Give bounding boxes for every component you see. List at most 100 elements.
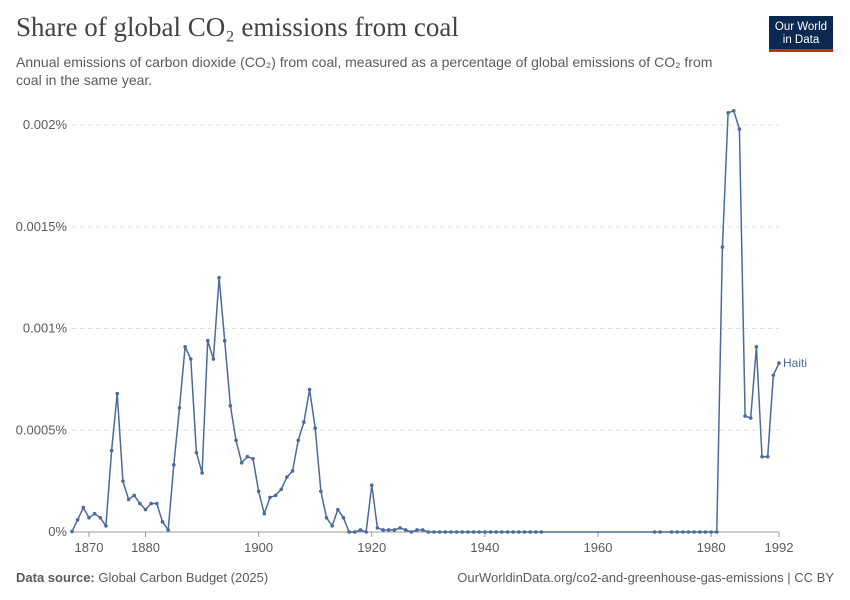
data-point[interactable] xyxy=(149,501,153,506)
data-point[interactable] xyxy=(681,530,685,534)
data-point[interactable] xyxy=(347,530,351,534)
data-point[interactable] xyxy=(138,501,142,506)
data-point[interactable] xyxy=(160,520,165,524)
data-point[interactable] xyxy=(155,501,159,506)
data-point[interactable] xyxy=(104,524,108,528)
data-point[interactable] xyxy=(511,530,515,534)
data-point[interactable] xyxy=(765,454,770,459)
data-point[interactable] xyxy=(505,530,510,534)
data-point[interactable] xyxy=(754,345,759,349)
data-point[interactable] xyxy=(177,406,182,410)
data-point[interactable] xyxy=(375,526,380,530)
data-point[interactable] xyxy=(98,515,103,520)
data-point[interactable] xyxy=(228,404,233,408)
data-point[interactable] xyxy=(698,530,702,534)
data-point[interactable] xyxy=(121,479,125,483)
data-point[interactable] xyxy=(166,528,170,532)
data-point[interactable] xyxy=(528,530,532,534)
data-point[interactable] xyxy=(296,438,301,443)
data-point[interactable] xyxy=(675,530,679,534)
data-point[interactable] xyxy=(307,387,312,392)
data-point[interactable] xyxy=(748,416,753,420)
data-point[interactable] xyxy=(109,448,114,453)
data-point[interactable] xyxy=(703,530,708,534)
data-point[interactable] xyxy=(75,517,80,522)
data-point[interactable] xyxy=(211,357,216,361)
data-point[interactable] xyxy=(658,530,663,534)
data-point[interactable] xyxy=(273,493,278,498)
data-point[interactable] xyxy=(652,530,657,534)
data-point[interactable] xyxy=(81,505,86,510)
series-end-label[interactable]: Haiti xyxy=(783,356,807,370)
data-point[interactable] xyxy=(494,530,499,534)
data-point[interactable] xyxy=(720,245,725,249)
data-point[interactable] xyxy=(454,530,459,534)
data-point[interactable] xyxy=(217,275,221,280)
data-point[interactable] xyxy=(205,338,210,343)
owid-logo[interactable]: Our World in Data xyxy=(769,16,833,52)
data-point[interactable] xyxy=(437,530,442,534)
data-point[interactable] xyxy=(172,463,176,467)
data-point[interactable] xyxy=(731,108,736,113)
data-point[interactable] xyxy=(500,530,504,534)
data-point[interactable] xyxy=(714,530,719,534)
data-point[interactable] xyxy=(183,345,187,349)
data-point[interactable] xyxy=(777,361,781,365)
data-point[interactable] xyxy=(771,373,776,378)
data-point[interactable] xyxy=(522,530,527,534)
data-point[interactable] xyxy=(87,515,91,520)
data-point[interactable] xyxy=(319,489,323,494)
data-point[interactable] xyxy=(285,475,289,479)
data-point[interactable] xyxy=(483,530,487,534)
data-point[interactable] xyxy=(539,530,544,534)
data-point[interactable] xyxy=(726,110,730,115)
data-point[interactable] xyxy=(409,530,414,534)
data-point[interactable] xyxy=(239,461,244,465)
data-point[interactable] xyxy=(381,528,385,532)
data-point[interactable] xyxy=(426,530,431,534)
data-point[interactable] xyxy=(268,495,272,500)
data-point[interactable] xyxy=(443,530,448,534)
data-point[interactable] xyxy=(92,511,97,516)
data-point[interactable] xyxy=(403,528,408,532)
data-point[interactable] xyxy=(358,528,363,532)
data-point[interactable] xyxy=(115,391,120,396)
data-point[interactable] xyxy=(460,530,465,534)
data-point[interactable] xyxy=(302,420,306,424)
data-point[interactable] xyxy=(533,530,538,534)
data-point[interactable] xyxy=(234,438,238,443)
data-point[interactable] xyxy=(466,530,470,534)
data-point[interactable] xyxy=(251,456,255,461)
data-point[interactable] xyxy=(188,357,193,361)
data-point[interactable] xyxy=(336,507,340,512)
data-point[interactable] xyxy=(398,526,402,530)
data-point[interactable] xyxy=(256,489,261,494)
data-point[interactable] xyxy=(760,454,764,459)
data-point[interactable] xyxy=(200,471,204,475)
data-point[interactable] xyxy=(488,530,493,534)
data-point[interactable] xyxy=(692,530,696,534)
data-point[interactable] xyxy=(262,511,267,516)
data-point[interactable] xyxy=(70,529,74,534)
data-point[interactable] xyxy=(386,528,391,532)
data-point[interactable] xyxy=(669,530,674,534)
data-point[interactable] xyxy=(392,528,397,532)
data-point[interactable] xyxy=(415,528,419,532)
data-point[interactable] xyxy=(743,414,747,418)
data-point[interactable] xyxy=(517,530,521,534)
data-point[interactable] xyxy=(132,493,137,498)
data-point[interactable] xyxy=(126,497,131,502)
data-point[interactable] xyxy=(449,530,453,534)
data-source-link[interactable]: Global Carbon Budget (2025) xyxy=(98,570,269,585)
data-point[interactable] xyxy=(341,515,346,520)
data-point[interactable] xyxy=(324,515,329,520)
data-point[interactable] xyxy=(420,528,425,532)
data-point[interactable] xyxy=(353,530,357,534)
data-point[interactable] xyxy=(369,483,374,487)
data-point[interactable] xyxy=(709,530,713,534)
data-point[interactable] xyxy=(477,530,482,534)
data-point[interactable] xyxy=(737,127,742,131)
data-point[interactable] xyxy=(471,530,476,534)
data-point[interactable] xyxy=(364,530,368,534)
data-point[interactable] xyxy=(330,524,334,528)
